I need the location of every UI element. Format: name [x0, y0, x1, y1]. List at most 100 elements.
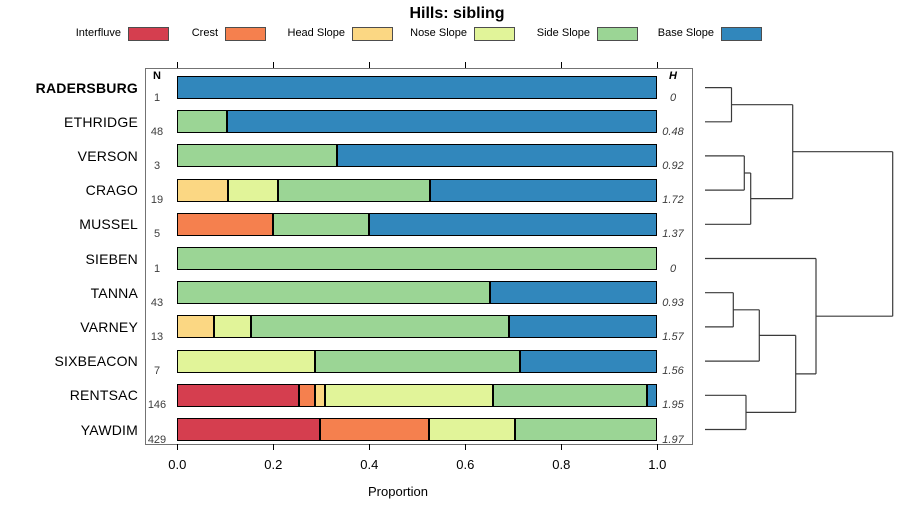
h-value: 1.57: [662, 330, 684, 343]
x-axis-top-tick: [369, 62, 371, 68]
row-label: SIEBEN: [85, 250, 138, 267]
x-axis-tick-label: 0.0: [168, 457, 187, 472]
bar: [177, 383, 658, 407]
n-value: 48: [150, 125, 164, 138]
n-value: 1: [153, 262, 161, 275]
bar-segment: [647, 383, 658, 407]
bar-segment: [428, 418, 516, 441]
x-axis-top-tick: [657, 62, 659, 68]
h-value: 1.56: [662, 365, 684, 378]
h-value: 0.92: [662, 159, 684, 172]
bar-segment: [177, 76, 658, 100]
row-label: SIXBEACON: [54, 353, 138, 370]
bar-segment: [177, 315, 215, 339]
x-axis-tick: [465, 444, 467, 450]
bar-segment: [214, 315, 252, 339]
bar-segment: [515, 418, 658, 441]
bar: [177, 178, 658, 202]
row-label: VARNEY: [80, 318, 138, 335]
bar-segment: [298, 383, 316, 407]
bar-segment: [251, 315, 510, 339]
bar: [177, 76, 658, 100]
x-axis-top-tick: [177, 62, 179, 68]
n-value: 43: [150, 296, 164, 309]
legend-swatch: [128, 27, 169, 41]
row-label: VERSON: [77, 147, 138, 164]
bar-segment: [509, 315, 658, 339]
x-axis-title: Proportion: [368, 484, 428, 499]
n-value: 3: [153, 159, 161, 172]
x-axis-tick-label: 0.4: [360, 457, 379, 472]
legend-label: Head Slope: [287, 27, 346, 39]
n-value: 5: [153, 228, 161, 241]
bar: [177, 144, 658, 168]
x-axis-tick: [177, 444, 179, 450]
legend-swatch: [721, 27, 762, 41]
bar-segment: [177, 212, 274, 236]
n-value: 13: [150, 330, 164, 343]
x-axis-tick: [369, 444, 371, 450]
bar-segment: [492, 383, 648, 407]
x-axis-top-tick: [465, 62, 467, 68]
legend-label: Nose Slope: [410, 27, 467, 39]
bar-segment: [520, 349, 658, 373]
bar: [177, 349, 658, 373]
bar-segment: [325, 383, 493, 407]
bar-segment: [337, 144, 658, 168]
h-column-header: H: [669, 70, 677, 82]
h-value: 0.48: [662, 125, 684, 138]
n-value: 7: [153, 365, 161, 378]
h-value: 0: [669, 262, 677, 275]
legend-swatch: [474, 27, 515, 41]
x-axis-top-tick: [561, 62, 563, 68]
h-value: 1.37: [662, 228, 684, 241]
bar: [177, 212, 658, 236]
row-label: RADERSBURG: [35, 79, 138, 96]
h-value: 1.72: [662, 194, 684, 207]
bar-segment: [314, 349, 520, 373]
bar-segment: [315, 383, 326, 407]
x-axis-tick-label: 0.8: [552, 457, 571, 472]
bar: [177, 281, 658, 305]
bar: [177, 110, 658, 134]
row-label: TANNA: [90, 284, 138, 301]
bar-segment: [177, 178, 228, 202]
bar: [177, 418, 658, 441]
bar-segment: [273, 212, 370, 236]
legend-label: Interfluve: [75, 27, 121, 39]
x-axis-tick: [273, 444, 275, 450]
x-axis-tick-label: 0.6: [456, 457, 475, 472]
n-value: 1: [153, 91, 161, 104]
bar-segment: [177, 144, 338, 168]
x-axis-tick: [657, 444, 659, 450]
bar-segment: [177, 418, 321, 441]
bar: [177, 315, 658, 339]
h-value: 0: [669, 91, 677, 104]
bar-segment: [429, 178, 658, 202]
h-value: 1.97: [662, 433, 684, 446]
bar-segment: [278, 178, 430, 202]
legend-label: Base Slope: [657, 27, 714, 39]
x-axis-tick-label: 0.2: [264, 457, 283, 472]
n-column-header: N: [153, 70, 161, 82]
bar-segment: [177, 349, 315, 373]
row-label: RENTSAC: [69, 387, 138, 404]
legend-swatch: [225, 27, 266, 41]
n-value: 19: [150, 194, 164, 207]
bar-segment: [227, 178, 279, 202]
legend-label: Crest: [191, 27, 218, 39]
x-axis-top-tick: [273, 62, 275, 68]
bar-segment: [320, 418, 429, 441]
h-value: 1.95: [662, 399, 684, 412]
row-label: YAWDIM: [80, 421, 138, 438]
bar-segment: [177, 110, 228, 134]
legend-label: Side Slope: [536, 27, 590, 39]
x-axis-tick: [561, 444, 563, 450]
h-value: 0.93: [662, 296, 684, 309]
legend-swatch: [597, 27, 638, 41]
n-value: 429: [147, 433, 167, 446]
x-axis-tick-label: 1.0: [648, 457, 667, 472]
chart-title: Hills: sibling: [409, 5, 505, 22]
bar-segment: [489, 281, 658, 305]
